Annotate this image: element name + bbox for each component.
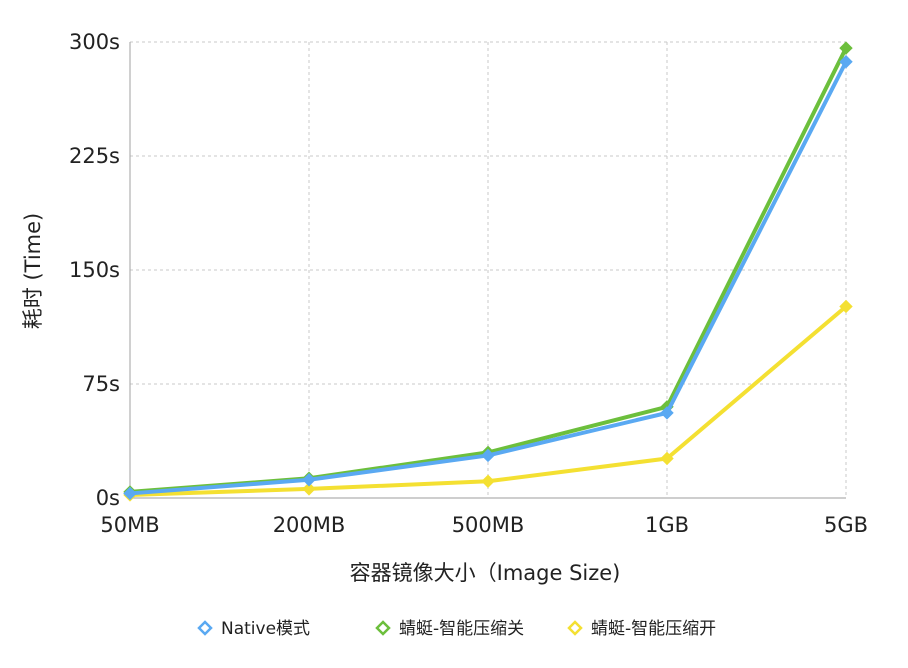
grid [130, 41, 847, 498]
data-point [839, 41, 853, 55]
x-tick-label: 5GB [824, 513, 868, 537]
axes [129, 42, 846, 499]
x-axis-title: 容器镜像大小（Image Size) [350, 561, 621, 585]
legend-label: Native模式 [221, 619, 310, 639]
legend: Native模式 蜻蜓-智能压缩关 蜻蜓-智能压缩开 [197, 619, 716, 639]
y-tick-label: 75s [82, 372, 120, 396]
y-axis-ticks: 0s 75s 150s 225s 300s [69, 30, 120, 510]
legend-label: 蜻蜓-智能压缩关 [399, 619, 524, 639]
data-point [302, 473, 316, 487]
data-point [839, 299, 853, 314]
data-point [839, 55, 853, 69]
legend-label: 蜻蜓-智能压缩开 [591, 619, 716, 639]
series-2 [123, 299, 853, 502]
data-point [481, 474, 495, 488]
series-line [128, 304, 848, 497]
data-point [302, 482, 316, 496]
data-point [123, 486, 137, 501]
x-axis-ticks: 50MB 200MB 500MB 1GB 5GB [100, 513, 868, 537]
legend-item: 蜻蜓-智能压缩关 [375, 619, 524, 639]
data-point [660, 406, 674, 420]
legend-marker-icon [197, 620, 213, 636]
x-tick-label: 1GB [645, 513, 689, 537]
legend-item: Native模式 [197, 619, 310, 639]
x-tick-label: 50MB [100, 513, 159, 537]
y-tick-label: 300s [69, 30, 120, 54]
y-axis-title: 耗时 (Time) [21, 213, 45, 329]
x-tick-label: 500MB [452, 513, 525, 537]
series-0 [123, 55, 853, 501]
data-point [481, 448, 495, 463]
legend-marker-icon [567, 620, 583, 636]
series-lines [123, 41, 853, 502]
x-tick-label: 200MB [273, 513, 346, 537]
y-tick-label: 225s [69, 144, 120, 168]
data-point [660, 451, 674, 466]
legend-marker-icon [375, 620, 391, 636]
legend-item: 蜻蜓-智能压缩开 [567, 619, 716, 639]
y-tick-label: 0s [96, 486, 120, 510]
y-tick-label: 150s [69, 258, 120, 282]
